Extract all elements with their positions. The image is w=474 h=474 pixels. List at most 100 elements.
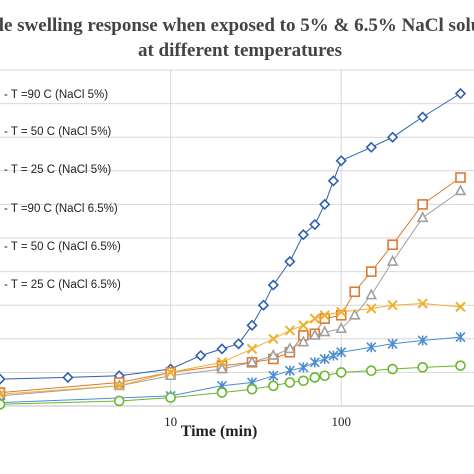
data-point-diamond	[267, 279, 279, 291]
data-point-circle	[246, 383, 258, 395]
data-point-circle	[113, 395, 125, 407]
data-point-x	[336, 306, 347, 318]
data-point-circle	[417, 362, 428, 373]
data-point-circle	[335, 367, 347, 378]
data-point-diamond	[335, 155, 347, 167]
data-point-diamond	[284, 255, 296, 268]
data-point-x	[0, 389, 6, 400]
data-point-x	[268, 333, 279, 345]
gridlines	[0, 69, 474, 407]
data-point-triangle	[335, 322, 348, 334]
data-point-x	[387, 299, 398, 311]
data-point-asterisk	[387, 338, 398, 349]
data-point-diamond	[327, 175, 340, 187]
data-point-x	[309, 313, 321, 324]
data-point-diamond	[216, 343, 228, 355]
data-point-x	[417, 298, 428, 309]
data-point-x	[284, 325, 296, 336]
data-point-diamond	[297, 229, 310, 241]
data-point-asterisk	[284, 365, 295, 376]
data-point-triangle	[386, 254, 399, 266]
data-point-circle	[387, 363, 398, 375]
data-point-triangle	[297, 335, 310, 347]
data-point-asterisk	[336, 347, 347, 358]
data-point-asterisk	[417, 335, 428, 346]
legend-entry-6: - T = 25 C (NaCl 6.5%)	[4, 279, 121, 291]
data-point-circle	[268, 380, 279, 392]
x-tick-label: 100	[331, 414, 351, 429]
legend-entry-3: - T = 25 C (NaCl 5%)	[4, 164, 111, 176]
data-point-diamond	[0, 373, 6, 385]
x-axis-title: Time (min)	[181, 423, 258, 440]
data-point-square	[417, 199, 428, 210]
series-line	[0, 177, 461, 394]
series-line	[0, 190, 461, 397]
data-point-diamond	[454, 87, 467, 100]
data-point-asterisk	[268, 370, 279, 381]
data-point-circle	[0, 399, 6, 410]
data-point-triangle	[267, 348, 280, 360]
data-point-diamond	[309, 218, 321, 231]
data-point-square	[387, 239, 398, 251]
data-point-asterisk	[319, 353, 330, 365]
data-point-triangle	[246, 355, 258, 367]
data-point-diamond	[386, 131, 399, 143]
data-point-x	[216, 357, 228, 368]
legend-entry-4: - T =90 C (NaCl 6.5%)	[4, 203, 118, 215]
data-point-x	[165, 367, 176, 378]
series-5	[0, 332, 466, 408]
x-tick-labels: 10 100	[164, 414, 351, 429]
data-point-diamond	[195, 349, 207, 362]
data-point-triangle	[216, 362, 228, 374]
data-point-x	[246, 343, 258, 355]
data-point-circle	[165, 392, 176, 403]
data-point-diamond	[365, 141, 377, 153]
data-point-circle	[284, 377, 296, 388]
data-point-asterisk	[309, 357, 320, 368]
data-point-square	[455, 172, 466, 183]
data-point-triangle	[318, 325, 331, 337]
chart-title-line-1: le swelling response when exposed to 5% …	[0, 15, 474, 36]
legend-entry-2: - T = 50 C (NaCl 5%)	[4, 126, 111, 138]
data-point-circle	[216, 387, 228, 398]
series-line	[0, 93, 461, 380]
data-point-asterisk	[366, 342, 377, 353]
data-point-asterisk	[455, 332, 466, 343]
data-point-circle	[309, 372, 321, 383]
data-point-triangle	[284, 342, 296, 354]
data-point-triangle	[348, 308, 361, 320]
data-point-diamond	[257, 299, 270, 311]
data-point-triangle	[308, 328, 321, 340]
series-4	[0, 298, 466, 400]
data-point-diamond	[246, 319, 258, 331]
legend-entry-5: - T = 50 C (NaCl 6.5%)	[4, 241, 121, 253]
data-point-x	[455, 301, 466, 313]
data-point-circle	[365, 365, 377, 377]
legend: - T =90 C (NaCl 5%) - T = 50 C (NaCl 5%) -…	[4, 89, 121, 291]
data-point-diamond	[232, 338, 245, 350]
data-point-square	[349, 286, 361, 298]
x-tick-label: 10	[164, 414, 177, 429]
data-point-circle	[455, 360, 466, 371]
series-layer	[0, 87, 467, 410]
data-point-triangle	[365, 288, 378, 300]
data-point-asterisk	[328, 350, 339, 361]
data-point-circle	[298, 375, 309, 387]
data-point-asterisk	[298, 362, 309, 373]
data-point-square	[365, 266, 377, 277]
data-point-circle	[319, 370, 330, 382]
data-point-diamond	[417, 111, 429, 123]
data-point-x	[366, 303, 377, 314]
data-point-diamond	[62, 371, 74, 384]
series-6	[0, 360, 466, 410]
data-point-triangle	[416, 211, 429, 223]
chart-title-line-2: at different temperatures	[138, 40, 342, 61]
data-point-x	[319, 310, 330, 321]
legend-entry-1: - T =90 C (NaCl 5%)	[4, 89, 108, 101]
data-point-x	[114, 380, 125, 392]
data-point-diamond	[319, 198, 331, 211]
data-point-triangle	[454, 184, 467, 196]
data-point-x	[298, 320, 309, 331]
